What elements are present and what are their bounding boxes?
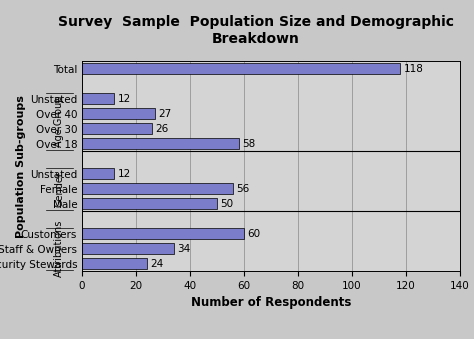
Bar xyxy=(82,93,114,104)
Text: 58: 58 xyxy=(242,139,255,148)
Text: 12: 12 xyxy=(118,168,131,179)
Bar xyxy=(82,228,244,239)
Text: Gender: Gender xyxy=(55,171,64,206)
Text: 118: 118 xyxy=(404,63,424,74)
Bar xyxy=(82,243,174,254)
Text: Age Group: Age Group xyxy=(55,95,64,147)
Text: Attributions: Attributions xyxy=(55,220,64,277)
X-axis label: Number of Respondents: Number of Respondents xyxy=(191,297,351,310)
Text: 26: 26 xyxy=(155,124,169,134)
Bar xyxy=(82,258,147,269)
Text: Survey  Sample  Population Size and Demographic
Breakdown: Survey Sample Population Size and Demogr… xyxy=(58,15,454,46)
Text: 12: 12 xyxy=(118,94,131,103)
Bar xyxy=(82,198,217,209)
Bar xyxy=(82,138,238,149)
Text: 50: 50 xyxy=(220,199,233,208)
Bar xyxy=(82,183,233,194)
Bar xyxy=(82,168,114,179)
Text: 60: 60 xyxy=(247,229,260,239)
Text: 34: 34 xyxy=(177,244,190,254)
Text: 27: 27 xyxy=(158,108,172,119)
Text: Population Sub-groups: Population Sub-groups xyxy=(16,95,26,238)
Bar xyxy=(82,123,152,134)
Bar xyxy=(82,108,155,119)
Text: 24: 24 xyxy=(150,259,164,269)
Bar xyxy=(82,63,401,74)
Text: 56: 56 xyxy=(237,184,250,194)
